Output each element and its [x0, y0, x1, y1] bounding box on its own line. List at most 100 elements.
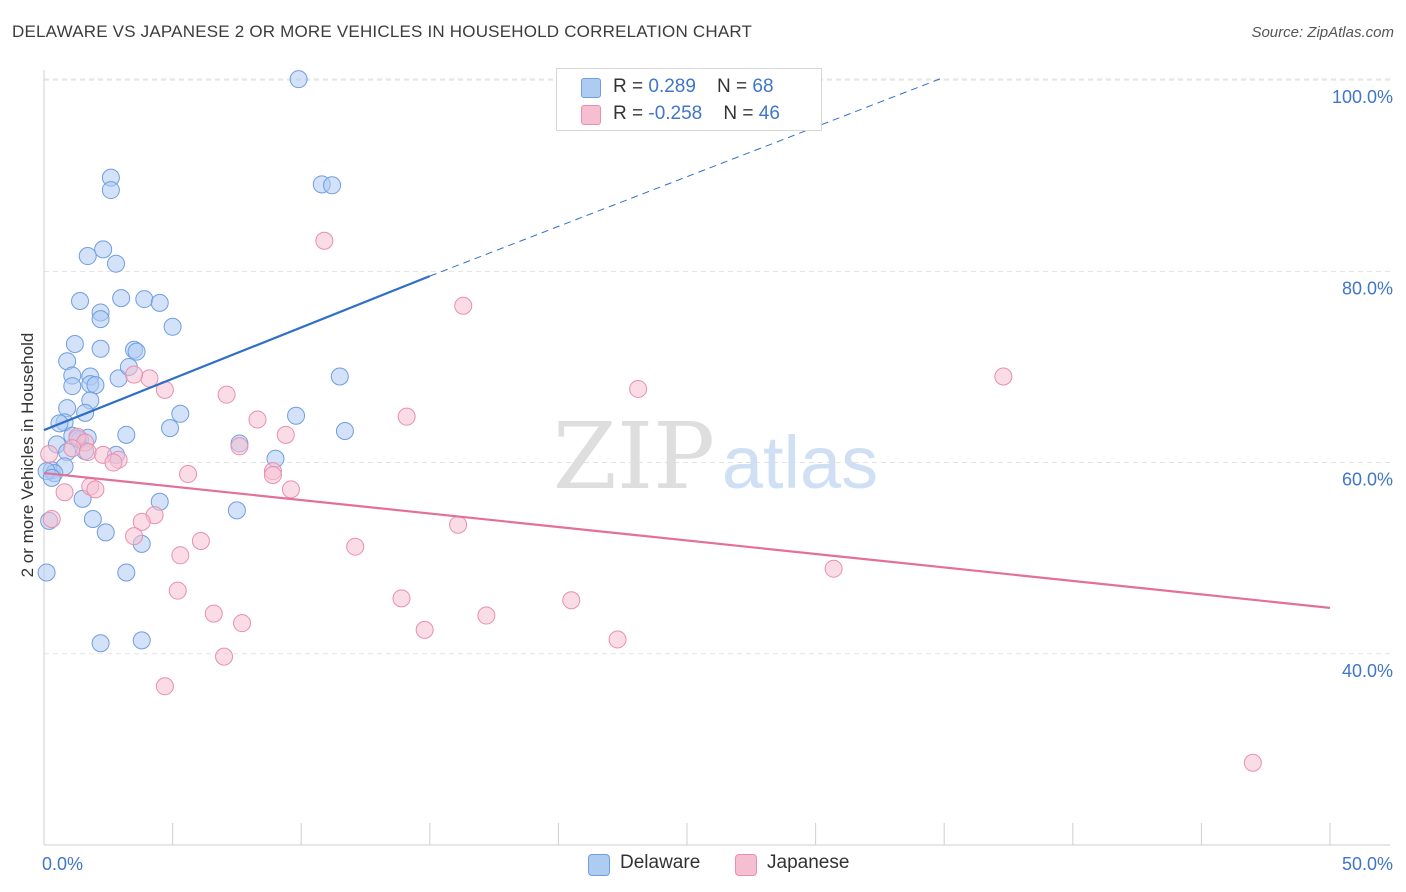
delaware-trendline-extension	[429, 76, 945, 277]
japanese-point	[315, 231, 334, 250]
watermark-atlas: atlas	[722, 421, 878, 504]
japanese-point	[78, 443, 97, 462]
delaware-point	[289, 70, 308, 89]
delaware-point	[86, 376, 105, 395]
delaware-swatch	[581, 78, 601, 98]
y-tick-label: 60.0%	[1342, 470, 1393, 490]
japanese-point	[42, 509, 61, 528]
delaware-point	[78, 247, 97, 266]
japanese-legend-swatch	[735, 854, 757, 876]
japanese-point	[125, 365, 144, 384]
japanese-point	[562, 591, 581, 610]
japanese-point	[276, 425, 295, 444]
delaware-point	[127, 342, 146, 361]
japanese-point	[86, 480, 105, 499]
delaware-point	[83, 509, 102, 528]
japanese-point	[204, 604, 223, 623]
legend-r-label: R =	[613, 103, 649, 124]
delaware-point	[71, 291, 90, 310]
delaware-legend-label: Delaware	[620, 852, 701, 873]
japanese-point	[392, 589, 411, 608]
legend-r-label: R =	[613, 76, 649, 97]
delaware-point	[112, 289, 131, 308]
delaware-legend-swatch	[588, 854, 610, 876]
legend-r-value: 0.289	[648, 76, 696, 97]
watermark-zip: ZIP	[553, 403, 715, 510]
japanese-point	[281, 480, 300, 499]
chart-title: DELAWARE VS JAPANESE 2 OR MORE VEHICLES …	[12, 22, 753, 41]
y-axis-label: 2 or more Vehicles in Household	[18, 332, 37, 578]
japanese-point	[415, 620, 434, 639]
japanese-point	[346, 537, 365, 556]
japanese-point	[191, 531, 210, 550]
japanese-point	[125, 527, 144, 546]
delaware-point	[37, 563, 56, 582]
delaware-point	[65, 335, 84, 354]
delaware-trendline	[43, 275, 431, 432]
delaware-point	[117, 563, 136, 582]
delaware-point	[91, 339, 110, 358]
legend-n-label: N =	[723, 103, 759, 124]
japanese-point	[449, 515, 468, 534]
delaware-point	[335, 422, 354, 441]
delaware-point	[323, 176, 342, 195]
legend-n-value: 68	[752, 76, 774, 97]
delaware-point	[91, 634, 110, 653]
japanese-trendline	[43, 471, 1331, 609]
delaware-point	[117, 425, 136, 444]
japanese-swatch	[581, 105, 601, 125]
legend-n-label: N =	[717, 76, 753, 97]
delaware-point	[135, 290, 154, 309]
japanese-point	[263, 465, 282, 484]
japanese-point	[248, 410, 267, 429]
x-tick-label: 50.0%	[1342, 854, 1393, 874]
legend-r-value: -0.258	[648, 103, 703, 124]
legend-n-value: 46	[758, 103, 780, 124]
japanese-point	[1243, 753, 1262, 772]
delaware-point	[330, 367, 349, 386]
delaware-point	[227, 501, 246, 520]
japanese-point	[104, 453, 123, 472]
delaware-point	[42, 468, 61, 487]
japanese-point	[168, 581, 187, 600]
japanese-point	[140, 369, 159, 388]
correlation-legend: R = 0.289 N = 68 R = -0.258 N = 46	[556, 68, 822, 131]
delaware-point	[101, 181, 120, 200]
japanese-point	[230, 437, 249, 456]
japanese-legend-label: Japanese	[767, 852, 850, 873]
japanese-point	[155, 677, 174, 696]
japanese-point	[454, 296, 473, 315]
delaware-point	[287, 406, 306, 425]
x-tick-label: 0.0%	[42, 854, 83, 874]
y-tick-label: 100.0%	[1332, 87, 1393, 107]
japanese-point	[397, 407, 416, 426]
delaware-point	[132, 631, 151, 650]
source-label: Source: ZipAtlas.com	[1251, 24, 1394, 41]
delaware-point	[107, 254, 126, 273]
series-delaware	[37, 70, 354, 653]
japanese-point	[994, 367, 1013, 386]
delaware-point	[96, 523, 115, 542]
japanese-point	[215, 647, 234, 666]
japanese-point	[55, 483, 74, 502]
delaware-point	[91, 310, 110, 329]
y-tick-label: 40.0%	[1342, 661, 1393, 681]
japanese-point	[608, 630, 627, 649]
japanese-point	[629, 379, 648, 398]
japanese-point	[233, 614, 252, 633]
delaware-point	[171, 404, 190, 423]
japanese-point	[477, 606, 496, 625]
delaware-point	[161, 419, 180, 438]
japanese-point	[132, 512, 151, 531]
delaware-point	[94, 240, 113, 259]
japanese-point	[171, 546, 190, 565]
japanese-point	[217, 385, 236, 404]
y-tick-label: 80.0%	[1342, 278, 1393, 298]
series-japanese	[40, 231, 1262, 772]
japanese-point	[63, 439, 82, 458]
japanese-point	[40, 444, 59, 463]
delaware-point	[63, 377, 82, 396]
japanese-point	[179, 465, 198, 484]
japanese-point	[824, 559, 843, 578]
